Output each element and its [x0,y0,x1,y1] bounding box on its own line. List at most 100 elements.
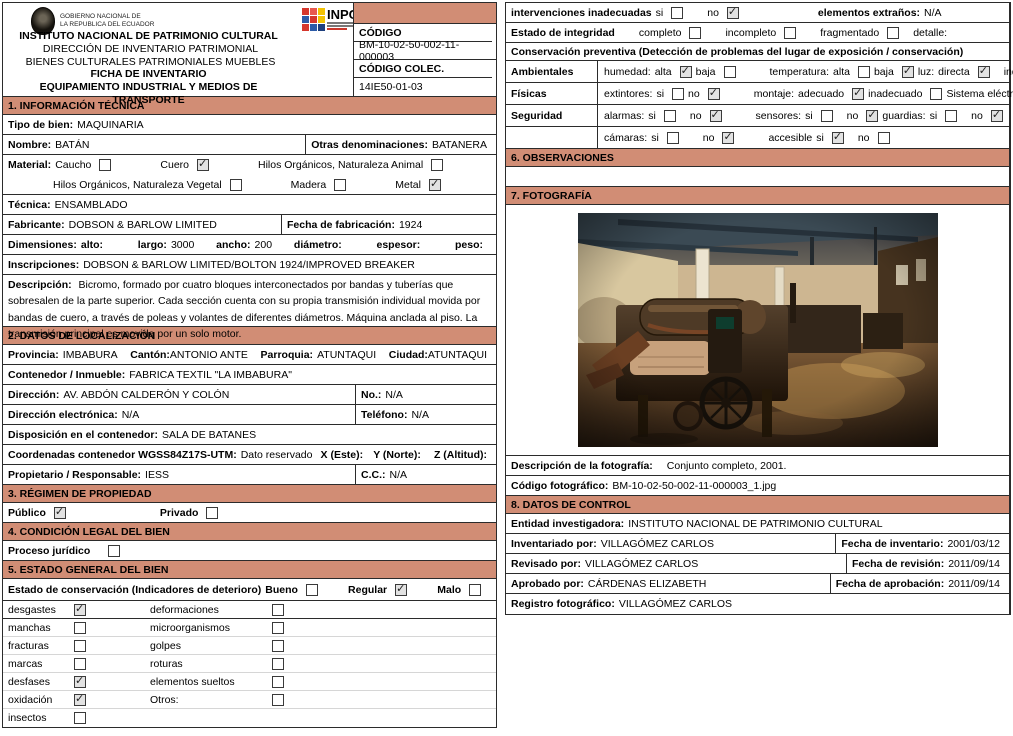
field-label: Disposición en el contenedor: [8,428,158,441]
descripcion-fotografia-row: Descripción de la fotografía: Conjunto c… [506,456,1009,476]
direction-title: DIRECCIÓN DE INVENTARIO PATRIMONIAL [42,42,259,55]
aprobado-row: Aprobado por: CÁRDENAS ELIZABETH Fecha d… [506,574,1009,594]
field-label: Dirección: [8,388,60,401]
coord-label: Y (Norte): [373,448,421,461]
checkbox-roturas [272,657,284,670]
deterioro-label: desgastes [8,603,56,616]
option-label: inadecuado [868,87,923,100]
ecuador-coat-of-arms-icon [31,7,55,35]
deterioro-label: elementos sueltos [150,675,235,688]
checkbox-accesible-si [831,130,844,144]
machinery-photo [577,213,938,447]
field-value: BM-10-02-50-002-11-000003_1.jpg [612,479,777,492]
checklist-row: desgastes deformaciones [3,601,496,619]
checkbox-guardias-no [990,108,1003,122]
checkbox-desgastes [74,602,86,616]
photo-cell [506,205,1009,456]
option-label: adecuado [798,87,845,100]
checkbox-hilos-vegetal [229,178,242,191]
ambientales-row: Ambientales humedad: alta baja temperatu… [506,61,1013,83]
checkbox-accesible-no [877,131,890,144]
field-label: extintores: [604,87,653,100]
direccion-electronica-row: Dirección electrónica: N/A Teléfono: N/A [3,405,496,425]
equipamiento-title: EQUIPAMIENTO INDUSTRIAL Y MEDIOS DE TRAN… [39,81,258,106]
bienes-title: BIENES CULTURALES PATRIMONIALES MUEBLES [25,55,276,68]
field-label: Parroquia: [260,348,314,361]
dim-label: peso: [455,238,484,251]
checkbox-montaje-inadecuado [930,87,943,100]
material-option: Caucho [55,159,92,171]
field-value: IESS [145,468,169,481]
camaras-row: cámaras: si no accesible si no [506,127,1009,149]
section-7-header: 7. FOTOGRAFÍA [506,187,1009,205]
observaciones-value-row [506,167,1009,187]
checkbox-temperatura-baja [901,64,914,78]
field-label: Código fotográfico: [511,479,609,492]
option-label: directa [938,65,970,78]
field-label: Fecha de revisión: [852,557,945,570]
section-3-header: 3. RÉGIMEN DE PROPIEDAD [3,485,496,503]
field-value: Bicromo, formado por cuatro bloques inte… [8,279,481,340]
option-label: no [707,6,719,19]
field-label: Técnica: [8,198,51,211]
dim-label: ancho: [216,238,251,251]
checkbox-manchas [74,621,86,634]
estado-integridad-row: Estado de integridad completo incompleto… [506,23,1009,43]
checkbox-humedad-alta [679,64,692,78]
direccion-row: Dirección: AV. ABDÓN CALDERÓN Y COLÓN No… [3,385,496,405]
material-row-1: Material: Caucho Cuero Hilos Orgánicos, … [3,155,496,175]
revisado-row: Revisado por: VILLAGÓMEZ CARLOS Fecha de… [506,554,1009,574]
checkbox-sensores-no [866,108,879,122]
codes-accent-bar [354,3,496,24]
dim-value: 200 [254,238,273,251]
form-header: GOBIERNO NACIONAL DE LA REPUBLICA DEL EC… [3,3,496,106]
government-branding: GOBIERNO NACIONAL DE LA REPUBLICA DEL EC… [31,7,154,35]
field-value: N/A [924,6,942,19]
deterioro-label: deformaciones [150,603,219,616]
dim-label: alto: [80,238,104,251]
field-value: N/A [411,408,429,421]
field-label: Dirección electrónica: [8,408,118,421]
field-label: Revisado por: [511,557,582,570]
option-label: si [929,109,938,122]
option-label: si [648,109,656,122]
deterioro-label: golpes [150,639,181,652]
field-value: 1924 [398,218,423,231]
checkbox-cuero [197,157,209,171]
checkbox-privado [206,506,219,519]
checkbox-camaras-no [722,130,735,144]
coord-label: X (Este): [320,448,364,461]
conservacion-category: Ambientales [506,61,598,82]
checkbox-insectos [74,712,86,724]
dim-label: largo: [137,238,167,251]
deterioro-label: fracturas [8,639,49,652]
field-label: Aprobado por: [511,577,584,590]
field-label: cámaras: [604,131,648,144]
inpc-logo: INPC [298,8,358,31]
option-label: completo [638,26,682,39]
field-label: Otras denominaciones: [311,138,428,151]
checkbox-hilos-animal [431,159,444,171]
codigo-label: CÓDIGO [354,24,492,42]
field-label: guardias: [882,109,926,122]
field-value: Dato reservado [240,448,313,461]
tecnica-row: Técnica: ENSAMBLADO [3,195,496,215]
deterioro-label: manchas [8,621,51,634]
option-label: indirecta [1003,65,1013,78]
gov-line2: LA REPUBLICA DEL ECUADOR [60,21,155,28]
checkbox-microorganismos [272,621,284,634]
field-label: Ciudad: [388,348,428,361]
option-label: no [702,131,715,144]
fisicas-row: Físicas extintores: si no montaje: adecu… [506,83,1013,105]
field-value: FABRICA TEXTIL "LA IMBABURA" [129,368,292,381]
checkbox-humedad-baja [723,65,736,78]
fabricante-row: Fabricante: DOBSON & BARLOW LIMITED Fech… [3,215,496,235]
checkbox-luz-directa [977,64,990,78]
field-label: Material: [8,159,52,171]
field-value: ANTONIO ANTE [169,348,248,361]
checklist-row: marcas roturas [3,655,496,673]
option-label: Bueno [265,583,298,596]
checkbox-alarmas-si [663,109,676,122]
checklist-row: manchas microorganismos [3,619,496,637]
